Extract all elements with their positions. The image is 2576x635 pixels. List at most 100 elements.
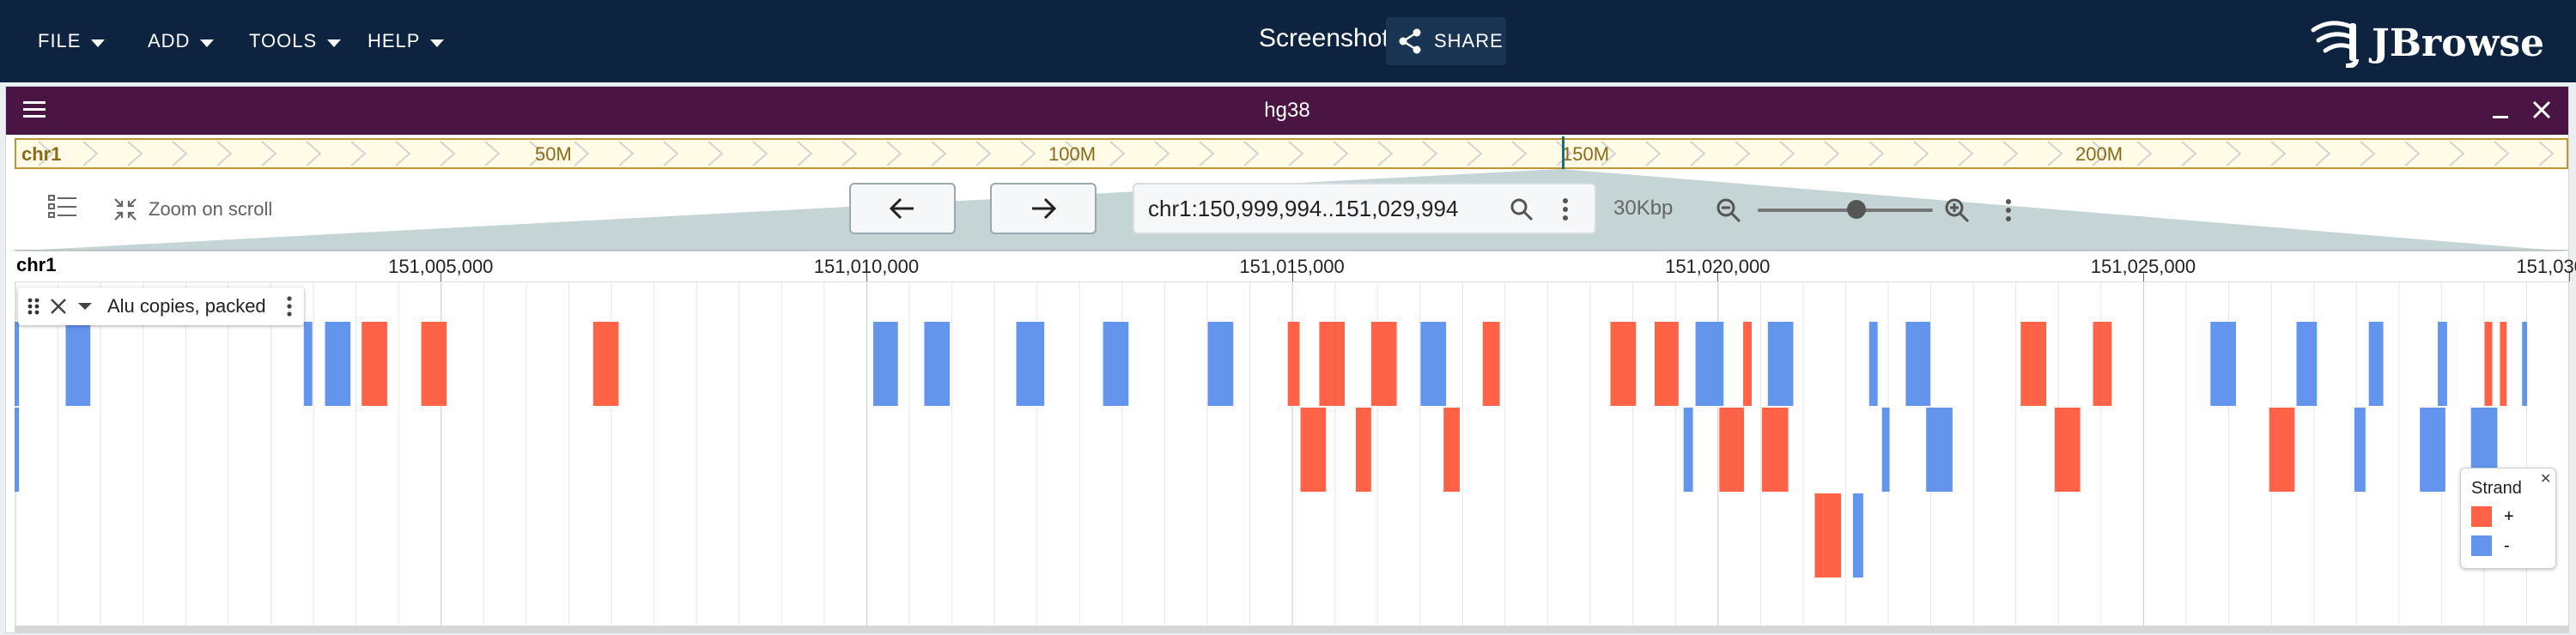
gridline: [696, 282, 697, 629]
alu-feature-plus[interactable]: [1814, 493, 1842, 578]
track-selector-icon[interactable]: [47, 193, 78, 221]
alu-feature-minus[interactable]: [1868, 322, 1878, 406]
alu-feature-minus[interactable]: [1207, 322, 1234, 406]
alu-feature-minus[interactable]: [65, 322, 91, 406]
alu-feature-minus[interactable]: [1103, 322, 1129, 406]
location-search-box: [1133, 183, 1596, 234]
help-menu-button[interactable]: HELP: [368, 22, 445, 60]
ruler-tick: [866, 273, 867, 281]
tools-menu-button[interactable]: TOOLS: [249, 22, 342, 60]
location-input[interactable]: [1146, 195, 1510, 223]
alu-feature-plus[interactable]: [1655, 322, 1679, 406]
alu-feature-plus[interactable]: [1719, 408, 1744, 492]
gridline: [1674, 282, 1676, 629]
alu-feature-plus[interactable]: [2020, 322, 2046, 406]
alu-feature-minus[interactable]: [924, 322, 951, 406]
alu-feature-minus[interactable]: [2438, 322, 2447, 406]
ruler-tick: [2568, 273, 2570, 281]
ruler-tick: [1291, 273, 1293, 281]
alu-feature-minus[interactable]: [1016, 322, 1045, 406]
alu-feature-minus[interactable]: [2210, 322, 2236, 406]
major-gridline: [866, 282, 867, 629]
view-menu-icon[interactable]: [21, 99, 47, 121]
gridline: [1972, 282, 1974, 629]
track-menu-icon[interactable]: [285, 295, 294, 318]
gridline: [313, 282, 314, 629]
caret-down-icon: [200, 39, 215, 47]
alu-feature-plus[interactable]: [592, 322, 619, 406]
zoom-out-icon[interactable]: [1715, 197, 1742, 224]
session-title[interactable]: Screenshot: [1259, 24, 1389, 52]
alu-feature-plus[interactable]: [1482, 322, 1500, 406]
alu-feature-minus[interactable]: [2522, 322, 2528, 406]
gridline: [951, 282, 953, 629]
alu-feature-minus[interactable]: [325, 322, 351, 406]
alu-feature-plus[interactable]: [2054, 408, 2081, 492]
alu-feature-plus[interactable]: [1370, 322, 1397, 406]
gridline: [1802, 282, 1804, 629]
more-vert-icon[interactable]: [1560, 197, 1571, 222]
gridline: [781, 282, 782, 629]
alu-feature-minus[interactable]: [2296, 322, 2318, 406]
close-track-icon[interactable]: [49, 297, 68, 316]
alu-feature-plus[interactable]: [1287, 322, 1300, 406]
alu-feature-plus[interactable]: [1443, 408, 1460, 492]
pan-right-button[interactable]: [990, 183, 1097, 234]
alu-feature-minus[interactable]: [1905, 322, 1931, 406]
coordinate-ruler[interactable]: chr1 151,005,000 151,010,000 151,015,000 15…: [15, 250, 2576, 282]
view-options-icon[interactable]: [2003, 197, 2014, 224]
alu-feature-plus[interactable]: [1300, 408, 1327, 492]
alu-feature-minus[interactable]: [2354, 408, 2366, 492]
zoom-on-scroll-toggle[interactable]: Zoom on scroll: [112, 197, 272, 222]
drag-handle-icon[interactable]: [27, 296, 40, 317]
alu-feature-minus[interactable]: [1853, 493, 1863, 578]
search-icon[interactable]: [1509, 197, 1534, 222]
bp-per-view-label: 30Kbp: [1613, 197, 1674, 220]
alu-feature-plus[interactable]: [1319, 322, 1346, 406]
legend-title: Strand: [2471, 479, 2522, 498]
alu-feature-minus[interactable]: [1683, 408, 1693, 492]
alu-feature-minus[interactable]: [873, 322, 898, 406]
close-view-icon[interactable]: [2529, 97, 2555, 123]
alu-feature-minus[interactable]: [2420, 408, 2445, 492]
alu-feature-plus[interactable]: [361, 322, 387, 406]
minimize-icon[interactable]: [2488, 97, 2513, 123]
alu-feature-minus[interactable]: [1881, 408, 1890, 492]
alu-track[interactable]: Alu copies, packed Strand ✕ + -: [15, 282, 2568, 629]
share-button[interactable]: SHARE: [1386, 17, 1506, 65]
zoom-in-icon[interactable]: [1943, 197, 1971, 224]
file-menu-button[interactable]: FILE: [38, 22, 106, 60]
track-resize-handle[interactable]: [15, 626, 2568, 632]
alu-feature-plus[interactable]: [421, 322, 447, 406]
gridline: [185, 282, 186, 629]
linear-genome-view: hg38 chr1 50M 100M 150M 200M: [5, 86, 2576, 633]
gridline: [2015, 282, 2017, 629]
alu-feature-plus[interactable]: [1610, 322, 1637, 406]
alu-feature-minus[interactable]: [303, 322, 313, 406]
pan-left-button[interactable]: [849, 183, 956, 234]
zoom-slider-thumb[interactable]: [1847, 200, 1866, 219]
overview-tick-label: 100M: [1048, 143, 1097, 165]
alu-feature-minus[interactable]: [1695, 322, 1724, 406]
alu-feature-minus[interactable]: [1767, 322, 1794, 406]
alu-feature-minus[interactable]: [15, 408, 20, 492]
alu-feature-plus[interactable]: [2093, 322, 2112, 406]
add-menu-button[interactable]: ADD: [148, 22, 215, 60]
alu-feature-plus[interactable]: [1743, 322, 1752, 406]
alu-feature-plus[interactable]: [1761, 408, 1789, 492]
alu-feature-minus[interactable]: [2368, 322, 2384, 406]
alu-feature-plus[interactable]: [2269, 408, 2295, 492]
gridline: [1078, 282, 1080, 629]
alu-feature-minus[interactable]: [1926, 408, 1953, 492]
alu-feature-plus[interactable]: [1356, 408, 1371, 492]
gridline: [1036, 282, 1038, 629]
alu-feature-plus[interactable]: [2484, 322, 2493, 406]
alu-feature-minus[interactable]: [15, 322, 20, 406]
alu-feature-plus[interactable]: [2500, 322, 2507, 406]
alu-feature-minus[interactable]: [1420, 322, 1447, 406]
legend-close-icon[interactable]: ✕: [2540, 472, 2552, 487]
overview-scalebar[interactable]: chr1 50M 100M 150M 200M: [15, 136, 2568, 172]
caret-down-icon[interactable]: [76, 300, 94, 312]
zoom-slider-track[interactable]: [1758, 209, 1933, 212]
caret-down-icon: [430, 39, 445, 47]
